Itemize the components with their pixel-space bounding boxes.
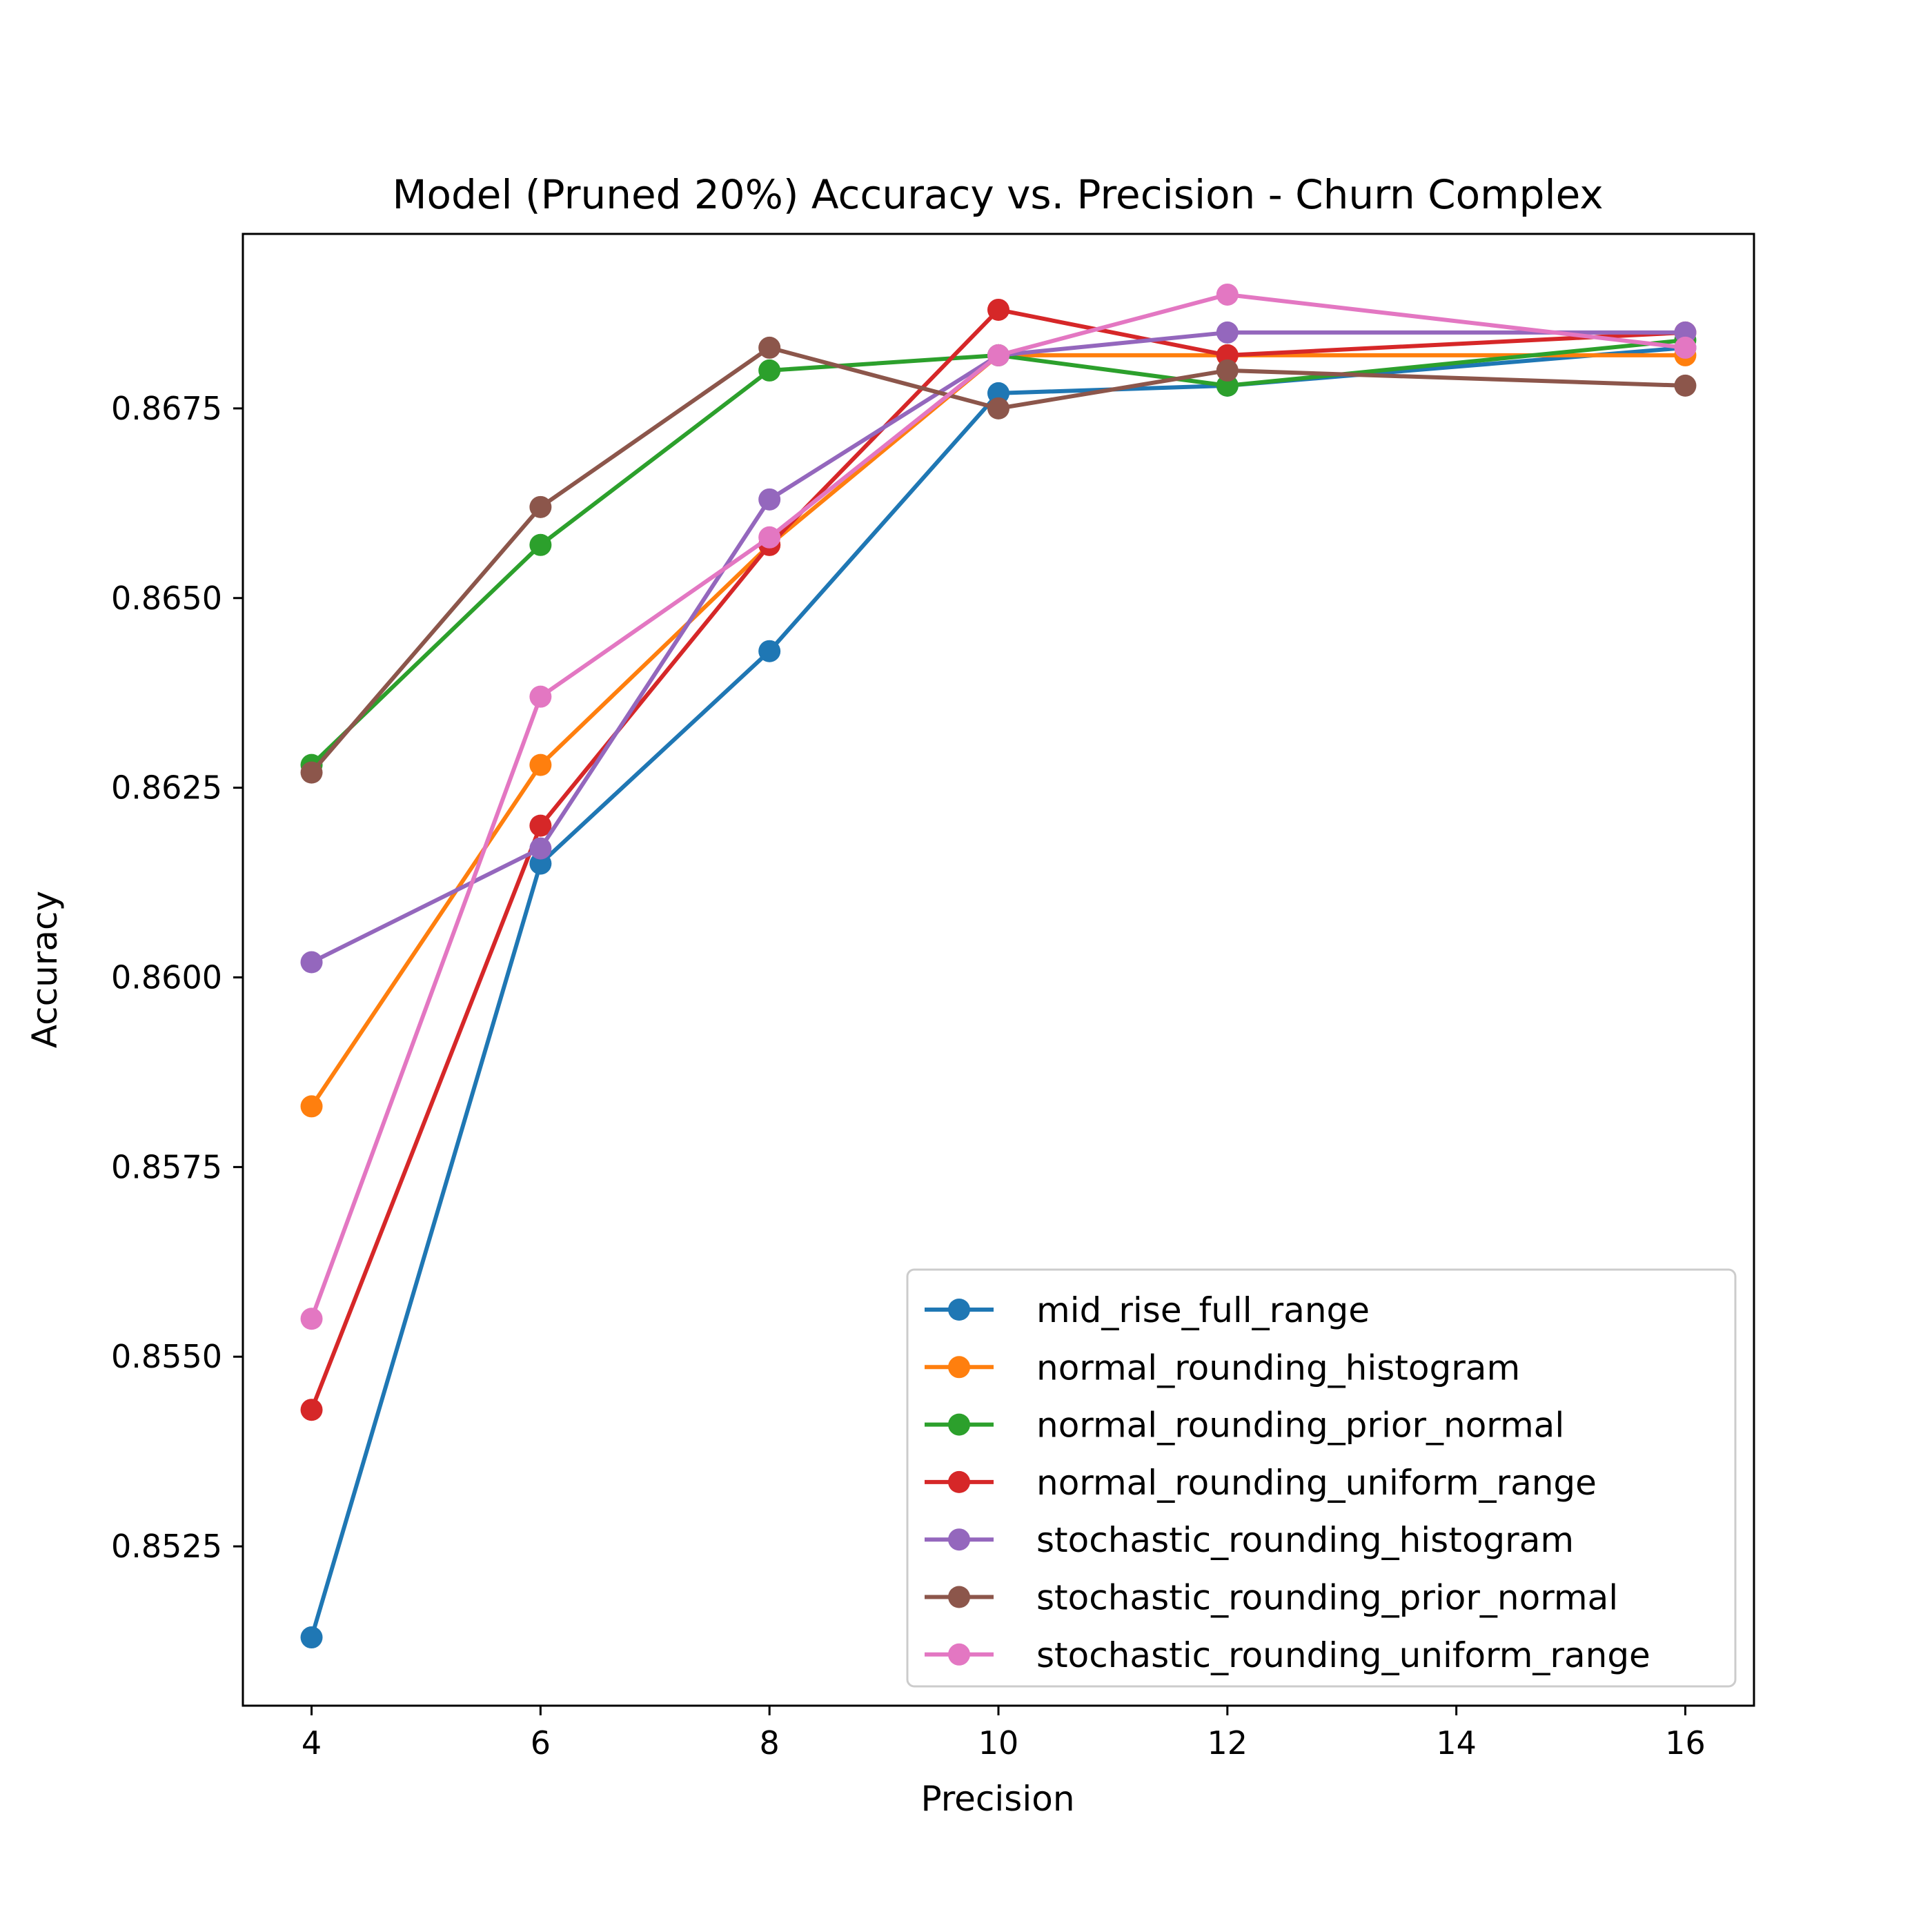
legend-swatch-marker bbox=[948, 1528, 970, 1551]
y-tick-label: 0.8525 bbox=[111, 1528, 222, 1565]
y-tick-label: 0.8550 bbox=[111, 1338, 222, 1375]
data-point bbox=[529, 753, 552, 776]
x-tick-label: 8 bbox=[760, 1724, 780, 1762]
x-tick-label: 6 bbox=[531, 1724, 551, 1762]
data-point bbox=[1216, 374, 1239, 397]
data-point bbox=[300, 1399, 323, 1421]
legend-item: stochastic_rounding_prior_normal bbox=[925, 1578, 1618, 1618]
legend-swatch-marker bbox=[948, 1586, 970, 1608]
series-stochastic_rounding_histogram bbox=[300, 321, 1697, 974]
legend-item: stochastic_rounding_histogram bbox=[925, 1520, 1574, 1560]
series-stochastic_rounding_uniform_range bbox=[300, 283, 1697, 1330]
data-point bbox=[300, 1095, 323, 1118]
y-tick-label: 0.8575 bbox=[111, 1148, 222, 1185]
x-tick-label: 12 bbox=[1208, 1724, 1248, 1762]
data-point bbox=[1216, 283, 1239, 306]
legend-item: stochastic_rounding_uniform_range bbox=[925, 1635, 1650, 1675]
series-stochastic_rounding_prior_normal bbox=[300, 336, 1697, 784]
data-point bbox=[300, 761, 323, 784]
x-tick-label: 10 bbox=[978, 1724, 1019, 1762]
data-point bbox=[300, 951, 323, 974]
data-point bbox=[529, 814, 552, 837]
data-point bbox=[529, 495, 552, 518]
y-axis-label: Accuracy bbox=[25, 891, 65, 1048]
legend-swatch-marker bbox=[948, 1299, 970, 1321]
data-point bbox=[758, 526, 781, 549]
data-point bbox=[987, 344, 1009, 366]
data-point bbox=[758, 640, 781, 662]
data-point bbox=[529, 837, 552, 860]
legend-label: stochastic_rounding_prior_normal bbox=[1036, 1578, 1618, 1618]
data-point bbox=[758, 359, 781, 382]
series-line bbox=[310, 345, 1686, 774]
series-line bbox=[310, 330, 1686, 965]
x-tick-label: 14 bbox=[1436, 1724, 1477, 1762]
legend-item: mid_rise_full_range bbox=[925, 1290, 1370, 1330]
legend-item: normal_rounding_prior_normal bbox=[925, 1406, 1564, 1446]
data-point bbox=[300, 1626, 323, 1649]
x-tick-label: 4 bbox=[302, 1724, 322, 1762]
x-tick-label: 16 bbox=[1665, 1724, 1706, 1762]
y-axis: 0.8525 0.8550 0.8575 0.8600 0.8625 0.8650 0.86… bbox=[111, 390, 243, 1565]
series-line bbox=[309, 292, 1686, 1320]
y-tick-label: 0.8600 bbox=[111, 958, 222, 996]
data-point bbox=[1216, 321, 1239, 344]
y-tick-label: 0.8650 bbox=[111, 580, 222, 617]
chart-title: Model (Pruned 20%) Accuracy vs. Precisio… bbox=[392, 171, 1603, 218]
plot-series bbox=[300, 283, 1697, 1649]
data-point bbox=[758, 488, 781, 511]
series-line bbox=[310, 353, 1686, 1108]
legend-label: normal_rounding_histogram bbox=[1036, 1348, 1520, 1388]
data-point bbox=[300, 1308, 323, 1330]
legend-item: normal_rounding_histogram bbox=[925, 1348, 1520, 1388]
series-line bbox=[310, 337, 1686, 767]
data-point bbox=[987, 298, 1009, 321]
data-point bbox=[1216, 344, 1239, 366]
legend-swatch-marker bbox=[948, 1643, 970, 1666]
data-point bbox=[1674, 374, 1697, 397]
legend-item: normal_rounding_uniform_range bbox=[925, 1463, 1597, 1503]
legend-swatch-marker bbox=[948, 1413, 970, 1436]
y-tick-label: 0.8625 bbox=[111, 769, 222, 807]
legend-label: mid_rise_full_range bbox=[1036, 1290, 1370, 1330]
legend-label: normal_rounding_uniform_range bbox=[1036, 1463, 1597, 1503]
x-axis-label: Precision bbox=[920, 1779, 1074, 1819]
legend-items: mid_rise_full_range normal_rounding_histo… bbox=[925, 1290, 1650, 1675]
legend-swatch-marker bbox=[948, 1356, 970, 1379]
legend: mid_rise_full_range normal_rounding_histo… bbox=[906, 1268, 1737, 1688]
legend-label: stochastic_rounding_uniform_range bbox=[1036, 1635, 1650, 1675]
legend-label: normal_rounding_prior_normal bbox=[1036, 1406, 1564, 1446]
data-point bbox=[1674, 321, 1697, 344]
data-point bbox=[987, 397, 1009, 420]
y-tick-label: 0.8675 bbox=[111, 390, 222, 427]
data-point bbox=[1674, 336, 1697, 359]
data-point bbox=[529, 852, 552, 875]
data-point bbox=[529, 685, 552, 708]
x-axis: 4 6 8 10 12 14 16 bbox=[302, 1706, 1706, 1762]
data-point bbox=[1216, 359, 1239, 382]
legend-label: stochastic_rounding_histogram bbox=[1036, 1520, 1574, 1560]
legend-frame bbox=[906, 1268, 1737, 1688]
legend-swatch-marker bbox=[948, 1470, 970, 1493]
data-point bbox=[987, 382, 1009, 404]
data-point bbox=[758, 336, 781, 359]
data-point bbox=[529, 533, 552, 556]
